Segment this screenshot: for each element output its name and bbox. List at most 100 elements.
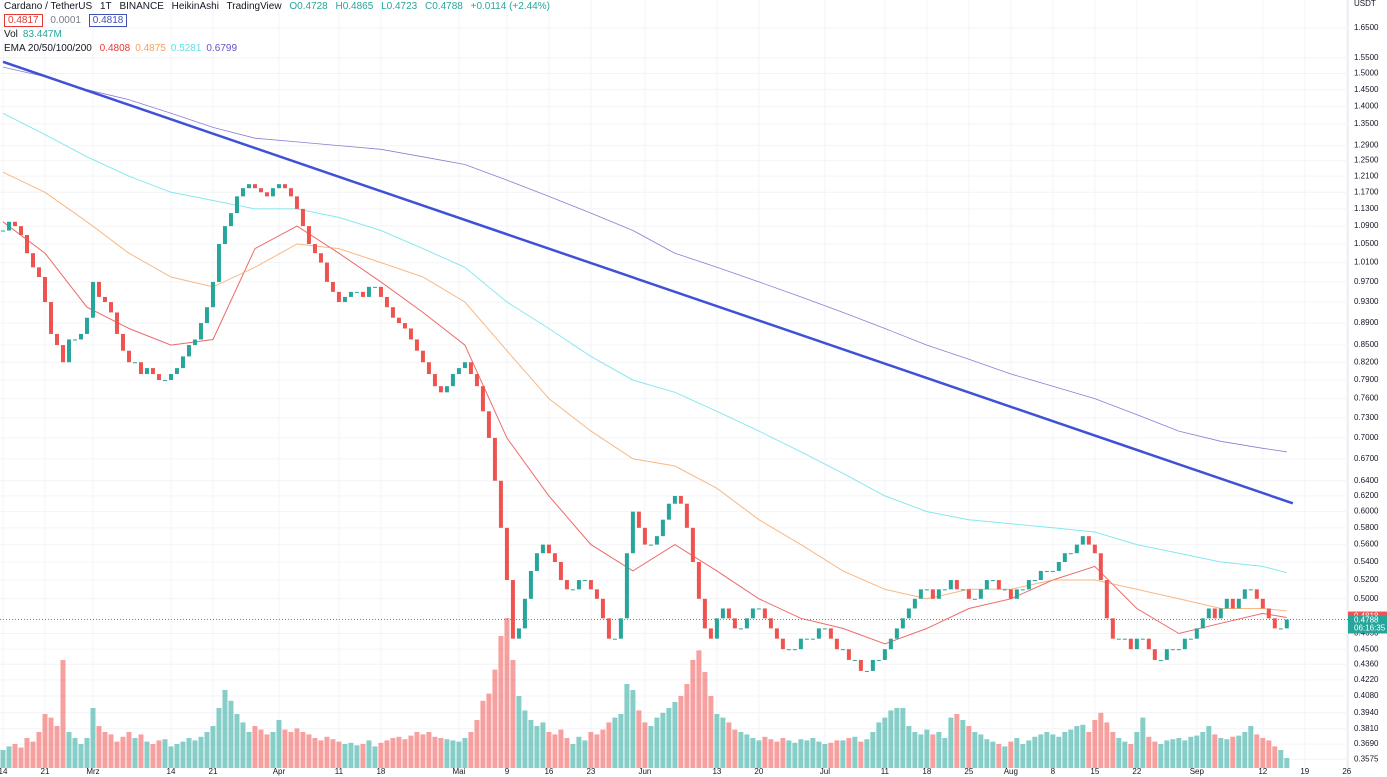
volume-bar <box>90 708 96 768</box>
candle <box>1224 598 1229 609</box>
volume-bar <box>552 734 558 768</box>
volume-bar <box>156 740 162 768</box>
candle <box>288 188 293 197</box>
x-tick-label: 20 <box>754 767 763 776</box>
y-tick-label: 0.3575 <box>1354 754 1379 763</box>
y-tick-label: 1.4500 <box>1354 85 1379 94</box>
volume-bar <box>1026 740 1032 768</box>
volume-bar <box>636 710 642 768</box>
candle <box>36 267 41 277</box>
volume-bar <box>696 650 702 768</box>
volume-bar <box>1176 738 1182 768</box>
candle <box>1044 570 1049 572</box>
candle <box>414 339 419 351</box>
candle <box>360 291 365 297</box>
volume-bar <box>1254 734 1260 768</box>
volume-bar <box>1080 724 1086 768</box>
x-tick-label: 19 <box>1300 767 1309 776</box>
candle <box>828 628 833 639</box>
candle <box>552 553 557 562</box>
volume-bar <box>246 732 252 768</box>
volume-bar <box>1068 729 1074 768</box>
volume-bar <box>450 740 456 768</box>
volume-bar <box>438 738 444 768</box>
volume-bar <box>840 740 846 768</box>
candle <box>1128 638 1133 650</box>
x-tick-label: Mrz <box>86 767 99 776</box>
candle <box>648 544 653 546</box>
candle <box>198 323 203 340</box>
x-tick-label: 8 <box>1051 767 1056 776</box>
price-row: 0.4817 0.0001 0.4818 <box>4 14 555 28</box>
volume-bar <box>1194 735 1200 768</box>
ask[interactable]: 0.4818 <box>88 14 128 27</box>
volume-bar <box>822 744 828 768</box>
y-tick-label: 0.9300 <box>1354 297 1379 306</box>
candle <box>498 480 503 528</box>
x-tick-label: Apr <box>273 767 286 776</box>
volume-bar <box>150 744 156 768</box>
y-tick-label: 0.6400 <box>1354 476 1379 485</box>
candle <box>1194 628 1199 639</box>
x-tick-label: 21 <box>41 767 50 776</box>
volume-bar <box>534 726 540 768</box>
candle <box>660 519 665 537</box>
volume-bar <box>780 738 786 768</box>
volume-bar <box>684 684 690 768</box>
candle <box>864 670 869 672</box>
volume-bar <box>432 736 438 768</box>
candle <box>1032 580 1037 582</box>
volume-bar <box>414 732 420 768</box>
candle <box>510 580 515 639</box>
candle <box>522 598 527 629</box>
volume-bar <box>978 734 984 768</box>
volume-bar <box>762 736 768 768</box>
bid[interactable]: 0.4817 <box>4 14 43 27</box>
candle <box>972 598 977 600</box>
volume-bar <box>678 696 684 768</box>
candle <box>960 589 965 591</box>
y-tick-label: 1.0900 <box>1354 221 1379 230</box>
volume-bar <box>0 750 6 768</box>
x-tick-label: Mai <box>452 767 465 776</box>
candle <box>858 659 863 671</box>
candle <box>324 262 329 282</box>
volume-bar <box>630 690 636 768</box>
volume-bar <box>258 729 264 768</box>
candle <box>1110 618 1115 639</box>
volume-bar <box>1050 734 1056 768</box>
x-tick-label: 13 <box>712 767 721 776</box>
candle <box>504 527 509 581</box>
candle <box>750 608 755 619</box>
candle <box>732 618 737 629</box>
volume-bar <box>1038 734 1044 768</box>
volume-bar <box>774 741 780 768</box>
candle <box>48 302 53 334</box>
volume-bar <box>462 738 468 768</box>
volume-bar <box>1074 726 1080 768</box>
volume-bar <box>408 735 414 768</box>
vol-row: Vol 83.447M <box>4 28 555 42</box>
candle <box>204 307 209 324</box>
volume-bar <box>1170 739 1176 768</box>
volume-bar <box>1122 741 1128 768</box>
volume-bar <box>1230 736 1236 768</box>
volume-bar <box>162 739 168 768</box>
volume-bar <box>1182 740 1188 768</box>
candle <box>162 380 167 382</box>
candle <box>642 527 647 545</box>
candle <box>1140 638 1145 640</box>
candle <box>738 628 743 630</box>
vol-label: Vol <box>4 29 18 40</box>
price-tag-label: 0.4788 <box>1354 616 1379 625</box>
volume-bar <box>516 696 522 768</box>
volume-bar <box>282 729 288 768</box>
volume-bar <box>900 708 906 768</box>
candle <box>1020 589 1025 591</box>
candle <box>762 608 767 619</box>
volume-bar <box>486 693 492 768</box>
price-tag <box>1348 615 1387 634</box>
y-tick-label: 0.5000 <box>1354 594 1379 603</box>
candle <box>600 598 605 619</box>
